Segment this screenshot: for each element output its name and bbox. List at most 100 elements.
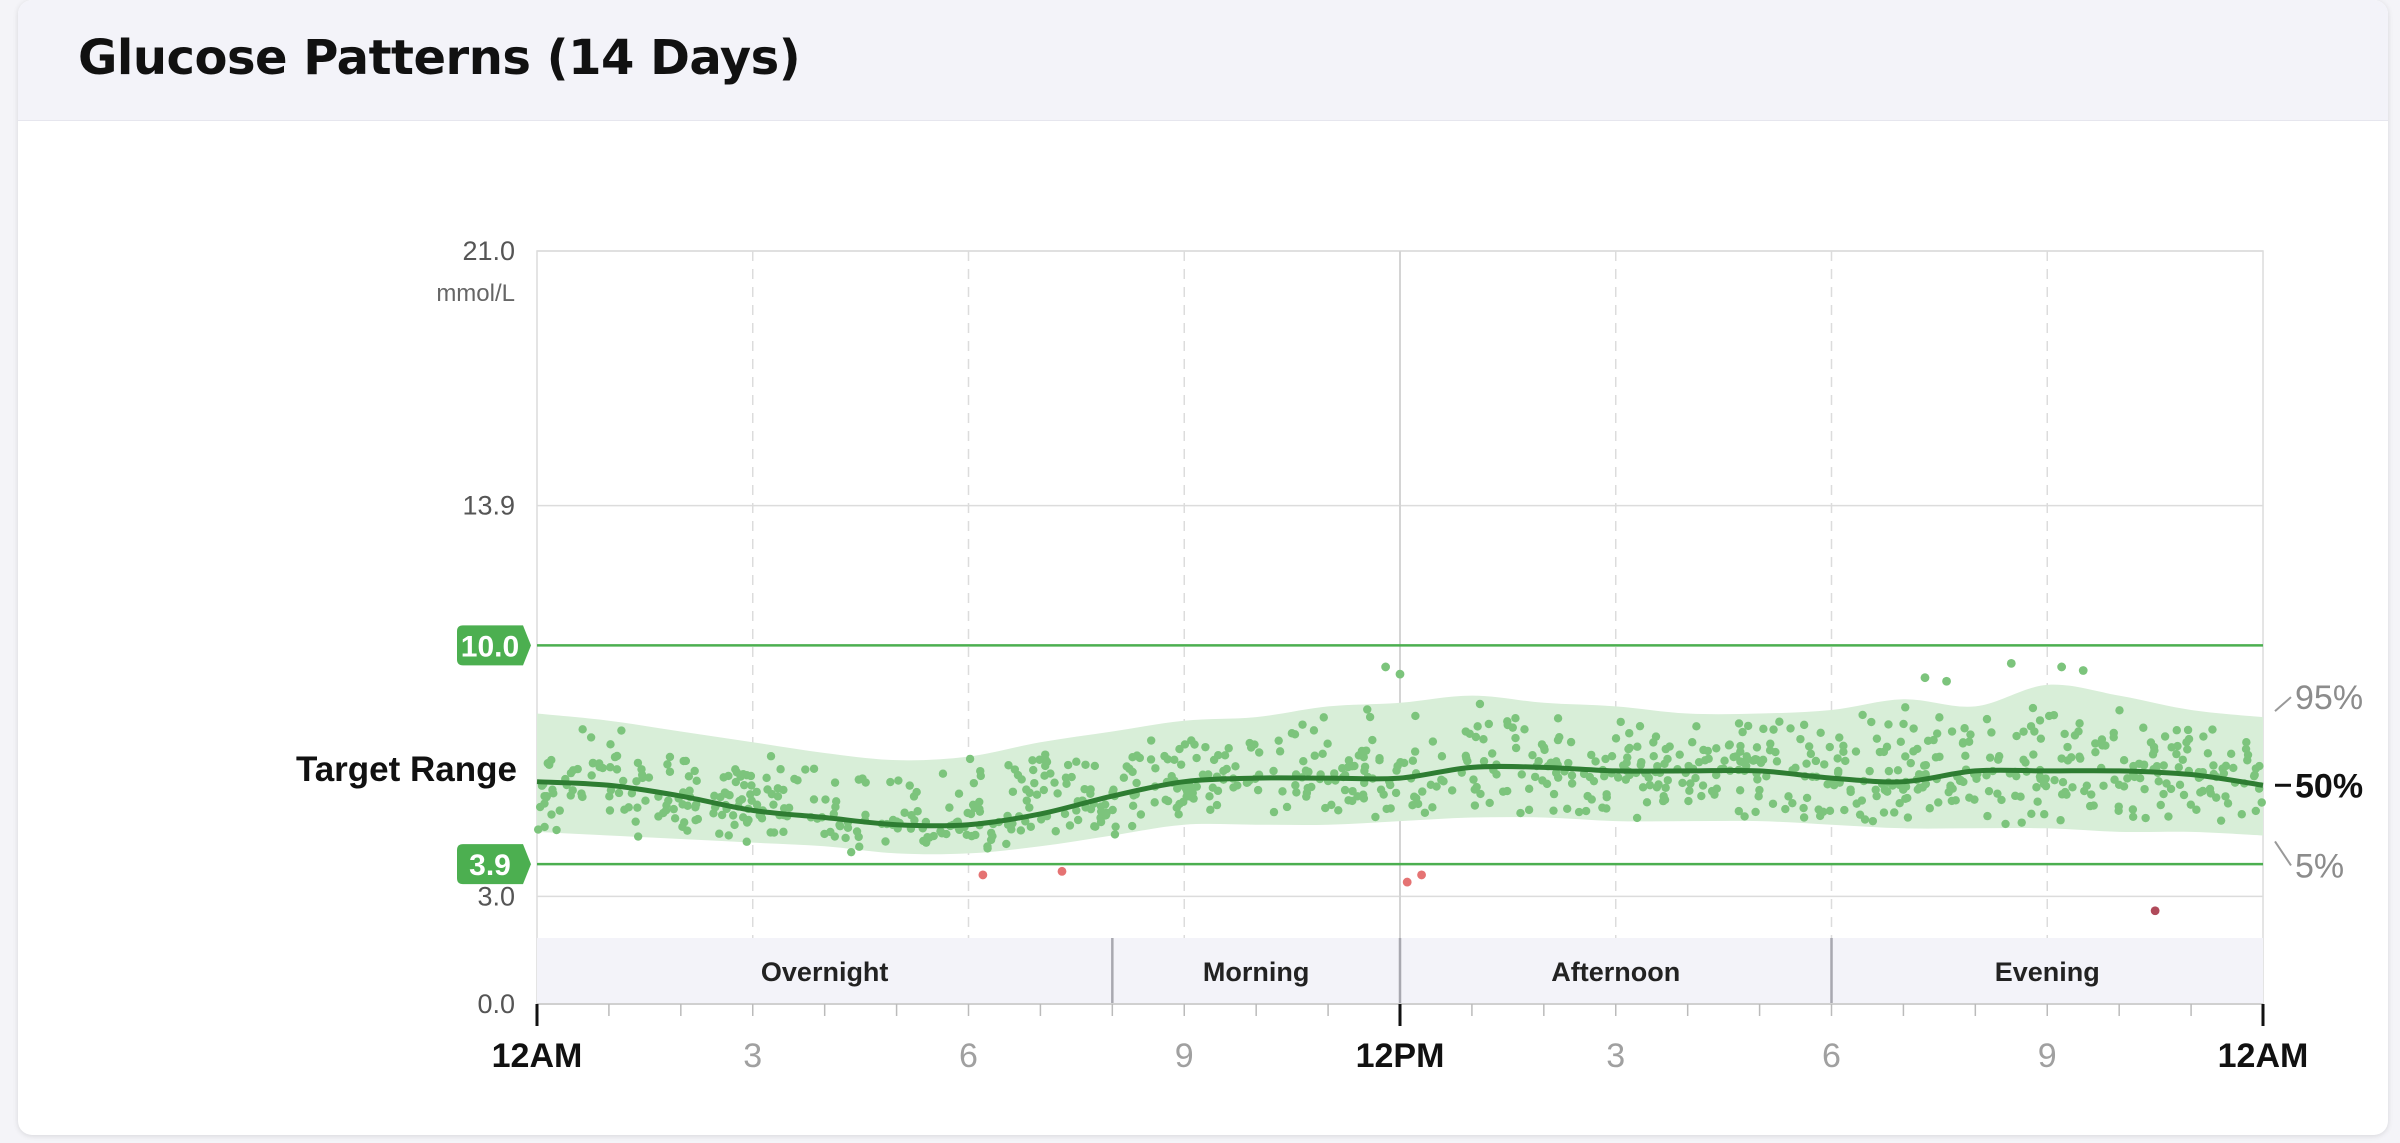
- glucose-reading-point: [2080, 786, 2089, 796]
- glucose-reading-point: [1233, 781, 1242, 790]
- glucose-reading-point: [1528, 750, 1537, 760]
- grid-layer: [536, 250, 2264, 1005]
- glucose-reading-point: [1567, 779, 1577, 788]
- glucose-reading-point: [1503, 717, 1512, 726]
- glucose-reading-point: [1319, 713, 1328, 722]
- outlier-reading-point: [2057, 662, 2067, 672]
- glucose-reading-point: [830, 778, 840, 787]
- glucose-reading-point: [2179, 790, 2189, 800]
- glucose-reading-point: [2198, 786, 2208, 796]
- glucose-reading-point: [1931, 753, 1941, 762]
- glucose-reading-point: [1269, 766, 1278, 776]
- glucose-reading-point: [2060, 729, 2069, 739]
- glucose-reading-point: [1484, 719, 1494, 729]
- glucose-reading-point: [1016, 826, 1026, 835]
- glucose-reading-point: [1985, 753, 1995, 762]
- glucose-reading-point: [691, 800, 701, 809]
- glucose-reading-point: [1274, 736, 1283, 745]
- glucose-reading-point: [2175, 780, 2185, 790]
- glucose-reading-point: [1581, 806, 1591, 816]
- glucose-reading-point: [2089, 801, 2098, 810]
- glucose-reading-point: [2019, 727, 2028, 736]
- glucose-reading-point: [913, 807, 922, 816]
- glucose-reading-point: [1607, 751, 1617, 761]
- glucose-reading-point: [1472, 782, 1481, 792]
- glucose-reading-point: [692, 776, 701, 786]
- glucose-reading-point: [1825, 806, 1835, 816]
- outlier-reading-point: [2150, 906, 2160, 916]
- glucose-reading-point: [1111, 822, 1120, 831]
- glucose-reading-point: [684, 772, 694, 781]
- glucose-reading-point: [1132, 778, 1141, 788]
- glucose-reading-point: [1691, 773, 1700, 783]
- glucose-reading-point: [976, 766, 985, 776]
- glucose-reading-point: [1081, 760, 1090, 769]
- glucose-reading-point: [1833, 754, 1842, 763]
- glucose-reading-point: [1187, 786, 1196, 795]
- glucose-reading-point: [665, 767, 675, 776]
- glucose-reading-point: [1485, 798, 1494, 808]
- glucose-reading-point: [2184, 734, 2194, 744]
- glucose-reading-point: [535, 802, 545, 812]
- glucose-reading-point: [1599, 772, 1609, 781]
- glucose-reading-point: [1884, 720, 1893, 729]
- glucose-reading-point: [1961, 751, 1970, 761]
- glucose-reading-point: [1549, 806, 1558, 815]
- glucose-reading-point: [588, 758, 598, 768]
- percentile-connector-p95: [2274, 696, 2292, 712]
- glucose-reading-point: [1108, 805, 1117, 815]
- glucose-reading-point: [1299, 756, 1308, 766]
- target-low-badge-label: 3.9: [469, 849, 511, 882]
- glucose-reading-point: [1814, 805, 1823, 814]
- glucose-reading-point: [1476, 789, 1485, 799]
- glucose-reading-point: [540, 791, 549, 801]
- target-low-badge: [457, 844, 531, 885]
- glucose-reading-point: [988, 831, 997, 841]
- glucose-reading-point: [1553, 714, 1563, 723]
- glucose-reading-point: [665, 752, 675, 762]
- glucose-reading-point: [1896, 737, 1905, 747]
- glucose-reading-point: [769, 800, 778, 809]
- outlier-reading-point: [978, 870, 988, 880]
- glucose-reading-point: [1327, 800, 1336, 810]
- glucose-reading-point: [1841, 756, 1850, 766]
- glucose-reading-point: [1712, 744, 1721, 753]
- glucose-reading-point: [1360, 762, 1370, 771]
- glucose-reading-point: [627, 789, 637, 798]
- glucose-reading-point: [1160, 751, 1169, 761]
- glucose-reading-point: [730, 820, 739, 830]
- glucose-reading-point: [1340, 785, 1350, 795]
- glucose-reading-point: [1835, 733, 1844, 742]
- glucose-reading-point: [773, 792, 783, 801]
- glucose-reading-point: [578, 725, 587, 734]
- glucose-reading-point: [1343, 762, 1353, 772]
- glucose-reading-point: [1334, 806, 1343, 815]
- glucose-reading-point: [2019, 755, 2028, 765]
- glucose-reading-point: [1839, 747, 1848, 756]
- glucose-reading-point: [1621, 775, 1631, 784]
- glucose-reading-point: [612, 765, 622, 774]
- glucose-reading-point: [1254, 748, 1264, 757]
- glucose-reading-point: [826, 827, 835, 837]
- glucose-reading-point: [2237, 810, 2246, 819]
- glucose-reading-point: [1062, 779, 1071, 789]
- glucose-reading-point: [971, 830, 980, 840]
- period-segment: [537, 938, 1113, 1004]
- glucose-reading-point: [742, 837, 751, 846]
- glucose-reading-point: [633, 758, 643, 768]
- glucose-reading-point: [1292, 788, 1301, 797]
- glucose-reading-point: [1958, 739, 1968, 748]
- x-tick-label: 9: [1175, 1037, 1194, 1075]
- glucose-reading-point: [1759, 724, 1768, 734]
- glucose-reading-point: [533, 825, 543, 834]
- glucose-reading-point: [1411, 711, 1420, 721]
- glucose-reading-point: [1371, 812, 1380, 822]
- glucose-reading-point: [1914, 770, 1924, 779]
- glucose-reading-point: [1198, 770, 1208, 779]
- glucose-reading-point: [1983, 811, 1992, 821]
- glucose-reading-point: [1623, 753, 1632, 762]
- glucose-reading-point: [1399, 758, 1409, 768]
- glucose-reading-point: [1029, 765, 1038, 775]
- glucose-reading-point: [1150, 798, 1159, 807]
- glucose-reading-point: [2139, 723, 2148, 732]
